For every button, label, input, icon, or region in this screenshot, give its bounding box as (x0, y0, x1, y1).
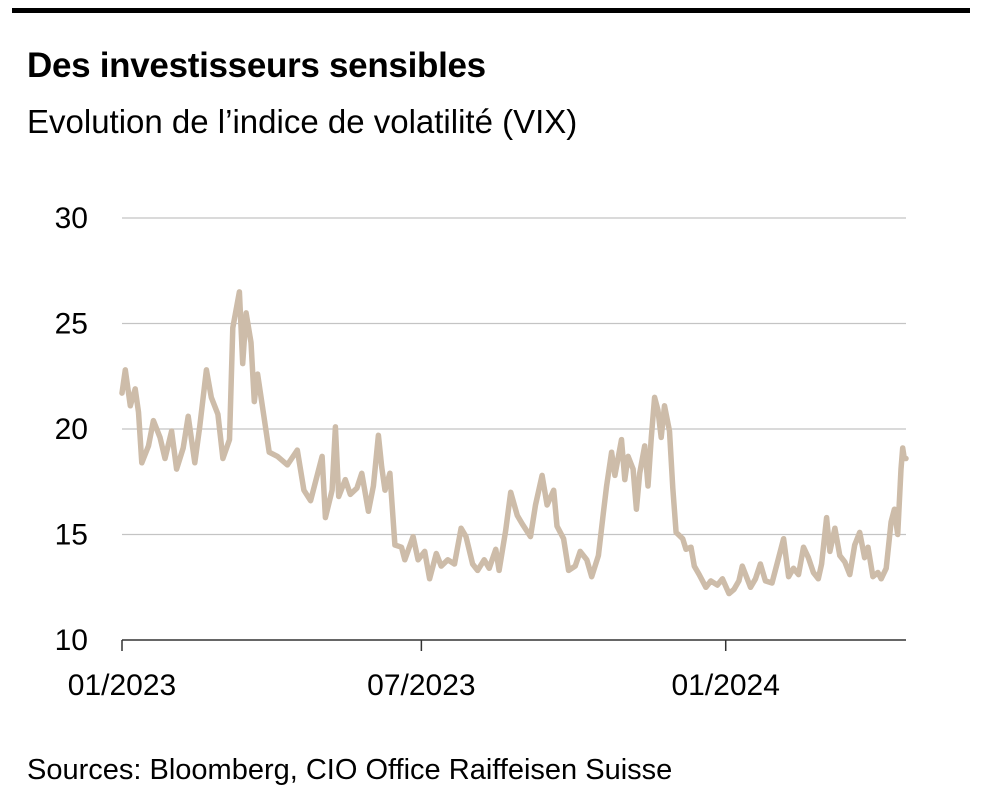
chart-title: Des investisseurs sensibles (27, 46, 486, 85)
y-tick-label-25: 25 (55, 308, 88, 341)
y-tick-label-20: 20 (55, 413, 88, 446)
source-note: Sources: Bloomberg, CIO Office Raiffeise… (27, 754, 673, 786)
chart-subtitle: Evolution de l’indice de volatilité (VIX… (27, 103, 578, 140)
x-tick-label-07/2023: 07/2023 (367, 669, 475, 702)
gridlines (122, 217, 906, 536)
y-tick-label-10: 10 (55, 624, 88, 657)
vix-series-line-0 (119, 289, 909, 597)
x-tick-label-01/2024: 01/2024 (671, 669, 779, 702)
x-axis: 01/2023 07/2023 01/2024 (68, 639, 906, 702)
y-axis-labels: 10 15 20 25 30 (55, 202, 88, 657)
x-tick-label-01/2023: 01/2023 (68, 669, 176, 702)
series-group (119, 289, 909, 597)
vix-line-chart: 10 15 20 25 30 01/2023 07/2023 01/2024 (55, 202, 909, 702)
top-rule (12, 8, 970, 13)
y-tick-label-15: 15 (55, 519, 88, 552)
y-tick-label-30: 30 (55, 202, 88, 235)
